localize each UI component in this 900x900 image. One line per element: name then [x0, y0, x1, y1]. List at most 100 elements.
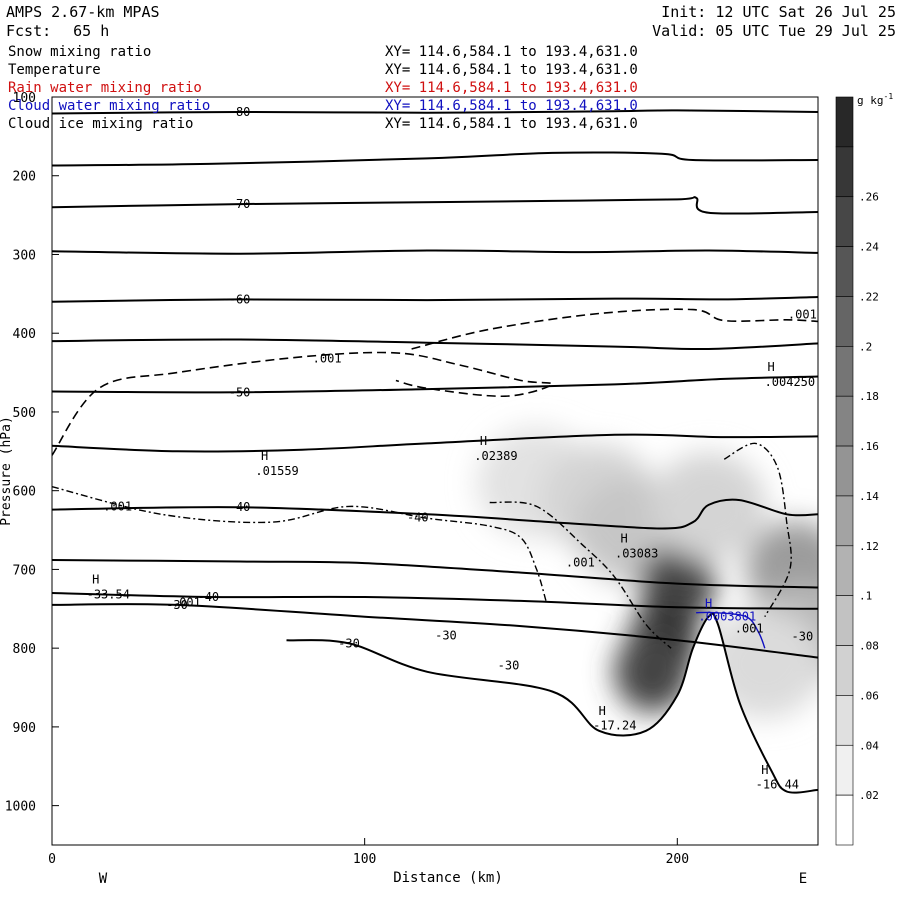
colorbar: .02 .04 .06 .08 .1 .12 .14 .16 .18 .2 .22 .24 .26 [835, 96, 879, 846]
field-xy-cloud-ice: XY= 114.6,584.1 to 193.4,631.0 [385, 116, 638, 132]
colorbar-cell-4 [835, 296, 854, 347]
terrain-fill [286, 613, 818, 845]
annotation-9: .004250 [765, 375, 816, 389]
annotation-3: .01559 [255, 464, 298, 478]
y-tick-label-700: 700 [13, 563, 36, 578]
x-tick-label-0: 0 [48, 852, 56, 867]
temperature-label-10: -40 [197, 590, 219, 604]
colorbar-cell-10 [835, 595, 854, 646]
forecast-label-text: Fcst: [6, 22, 52, 40]
colorbar-cell-13 [835, 744, 854, 796]
annotation-13: H [599, 704, 606, 718]
colorbar-tick-6: .14 [859, 490, 879, 503]
colorbar-tick-5: .12 [859, 540, 879, 553]
y-tick-label-1000: 1000 [5, 800, 36, 815]
colorbar-cell-8 [835, 495, 854, 547]
colorbar-tick-8: .18 [859, 390, 879, 403]
field-xy-snow: XY= 114.6,584.1 to 193.4,631.0 [385, 44, 638, 60]
colorbar-cell-9 [835, 545, 854, 596]
forecast-hours: 65 h [73, 22, 110, 40]
temperature-contour-5 [52, 338, 818, 351]
annotation-10: H [705, 596, 712, 610]
annotation-14: -17.24 [593, 718, 636, 732]
snow-cell-5 [614, 631, 691, 713]
annotation-17: .001 [313, 351, 342, 365]
y-tick-label-500: 500 [13, 406, 36, 421]
y-tick-label-800: 800 [13, 642, 36, 657]
annotation-layer: -80-70-60-50-40-40-30-30H-33.54H.01559H.… [87, 105, 817, 791]
colorbar-tick-4: .1 [859, 590, 872, 603]
temperature-contour-7 [52, 433, 818, 453]
terrain-mask [286, 613, 818, 845]
colorbar-cell-11 [835, 645, 854, 696]
annotation-15: H [761, 763, 768, 777]
annotation-11: .0003801 [698, 610, 756, 624]
rain-contour-0 [52, 486, 547, 602]
plot-frame [51, 96, 819, 846]
temperature-label-11: -30 [166, 598, 188, 612]
field-title-rain: Rain water mixing ratio [8, 80, 202, 96]
colorbar-tick-1: .04 [859, 739, 879, 752]
temperature-label-2: -70 [229, 197, 251, 211]
temperature-label-0: -80 [229, 105, 251, 119]
annotation-25: -40 [407, 510, 429, 524]
field-title-temperature: Temperature [8, 62, 101, 78]
temperature-label-4: -60 [229, 292, 251, 306]
init-time: Init: 12 UTC Sat 26 Jul 25 [661, 3, 896, 21]
temperature-contour-11 [52, 603, 818, 659]
temperature-contour-12 [286, 612, 818, 794]
cloud-ice-contour-0 [52, 351, 554, 456]
colorbar-unit-exponent: -1 [884, 92, 894, 101]
y-axis: 100 200 300 400 500 600 700 800 900 1000 [5, 91, 59, 815]
temperature-contour-2 [52, 196, 818, 215]
temperature-label-8: -40 [229, 500, 251, 514]
annotation-1: -33.54 [87, 588, 130, 602]
colorbar-cell-14 [835, 794, 854, 846]
x-tick-label-200: 200 [666, 852, 689, 867]
temperature-contour-1 [52, 151, 818, 167]
colorbar-tick-7: .16 [859, 440, 879, 453]
x-axis-label: Distance (km) [393, 870, 503, 886]
colorbar-cell-1 [835, 146, 854, 198]
annotation-19: .001 [103, 499, 132, 513]
snow-cell-6 [650, 452, 767, 561]
colorbar-unit-base: g kg [857, 94, 884, 107]
cloud-ice-contour-1 [411, 308, 818, 350]
temperature-contour-4 [52, 296, 818, 303]
colorbar-tick-10: .22 [859, 290, 879, 303]
temperature-contour-0 [52, 109, 818, 115]
y-tick-label-600: 600 [13, 485, 36, 500]
colorbar-cell-12 [835, 695, 854, 746]
field-xy-temperature: XY= 114.6,584.1 to 193.4,631.0 [385, 62, 638, 78]
forecast-label: Fcst: 65 h [6, 22, 109, 40]
rain-contour-1 [489, 501, 672, 649]
x-axis: 0 100 200 [48, 838, 689, 867]
y-tick-label-200: 200 [13, 170, 36, 185]
field-title-snow: Snow mixing ratio [8, 44, 152, 60]
x-tick-label-100: 100 [353, 852, 376, 867]
colorbar-cell-3 [835, 246, 854, 297]
y-tick-label-900: 900 [13, 721, 36, 736]
temperature-contour-6 [52, 375, 818, 394]
colorbar-tick-11: .24 [859, 241, 879, 254]
rain-contour-2 [723, 442, 792, 618]
colorbar-tick-3: .08 [859, 640, 879, 653]
annotation-6: H [621, 532, 628, 546]
y-tick-label-400: 400 [13, 327, 36, 342]
temperature-contour-9 [52, 559, 818, 589]
temperature-contour-8 [52, 498, 818, 530]
y-tick-label-300: 300 [13, 248, 36, 263]
annotation-21: .001 [566, 555, 595, 569]
field-xy-rain: XY= 114.6,584.1 to 193.4,631.0 [385, 80, 638, 96]
annotation-12: .001 [735, 621, 764, 635]
annotation-5: .02389 [474, 449, 517, 463]
field-xy-cloud-water: XY= 114.6,584.1 to 193.4,631.0 [385, 98, 638, 114]
colorbar-tick-2: .06 [859, 689, 879, 702]
field-title-cloud-water: Cloud water mixing ratio [8, 98, 211, 114]
temperature-label-6: -50 [229, 385, 251, 399]
colorbar-unit: g kg-1 [857, 92, 893, 107]
colorbar-cell-7 [835, 445, 854, 497]
x-axis-west-label: W [99, 871, 108, 887]
colorbar-tick-12: .26 [859, 191, 879, 204]
